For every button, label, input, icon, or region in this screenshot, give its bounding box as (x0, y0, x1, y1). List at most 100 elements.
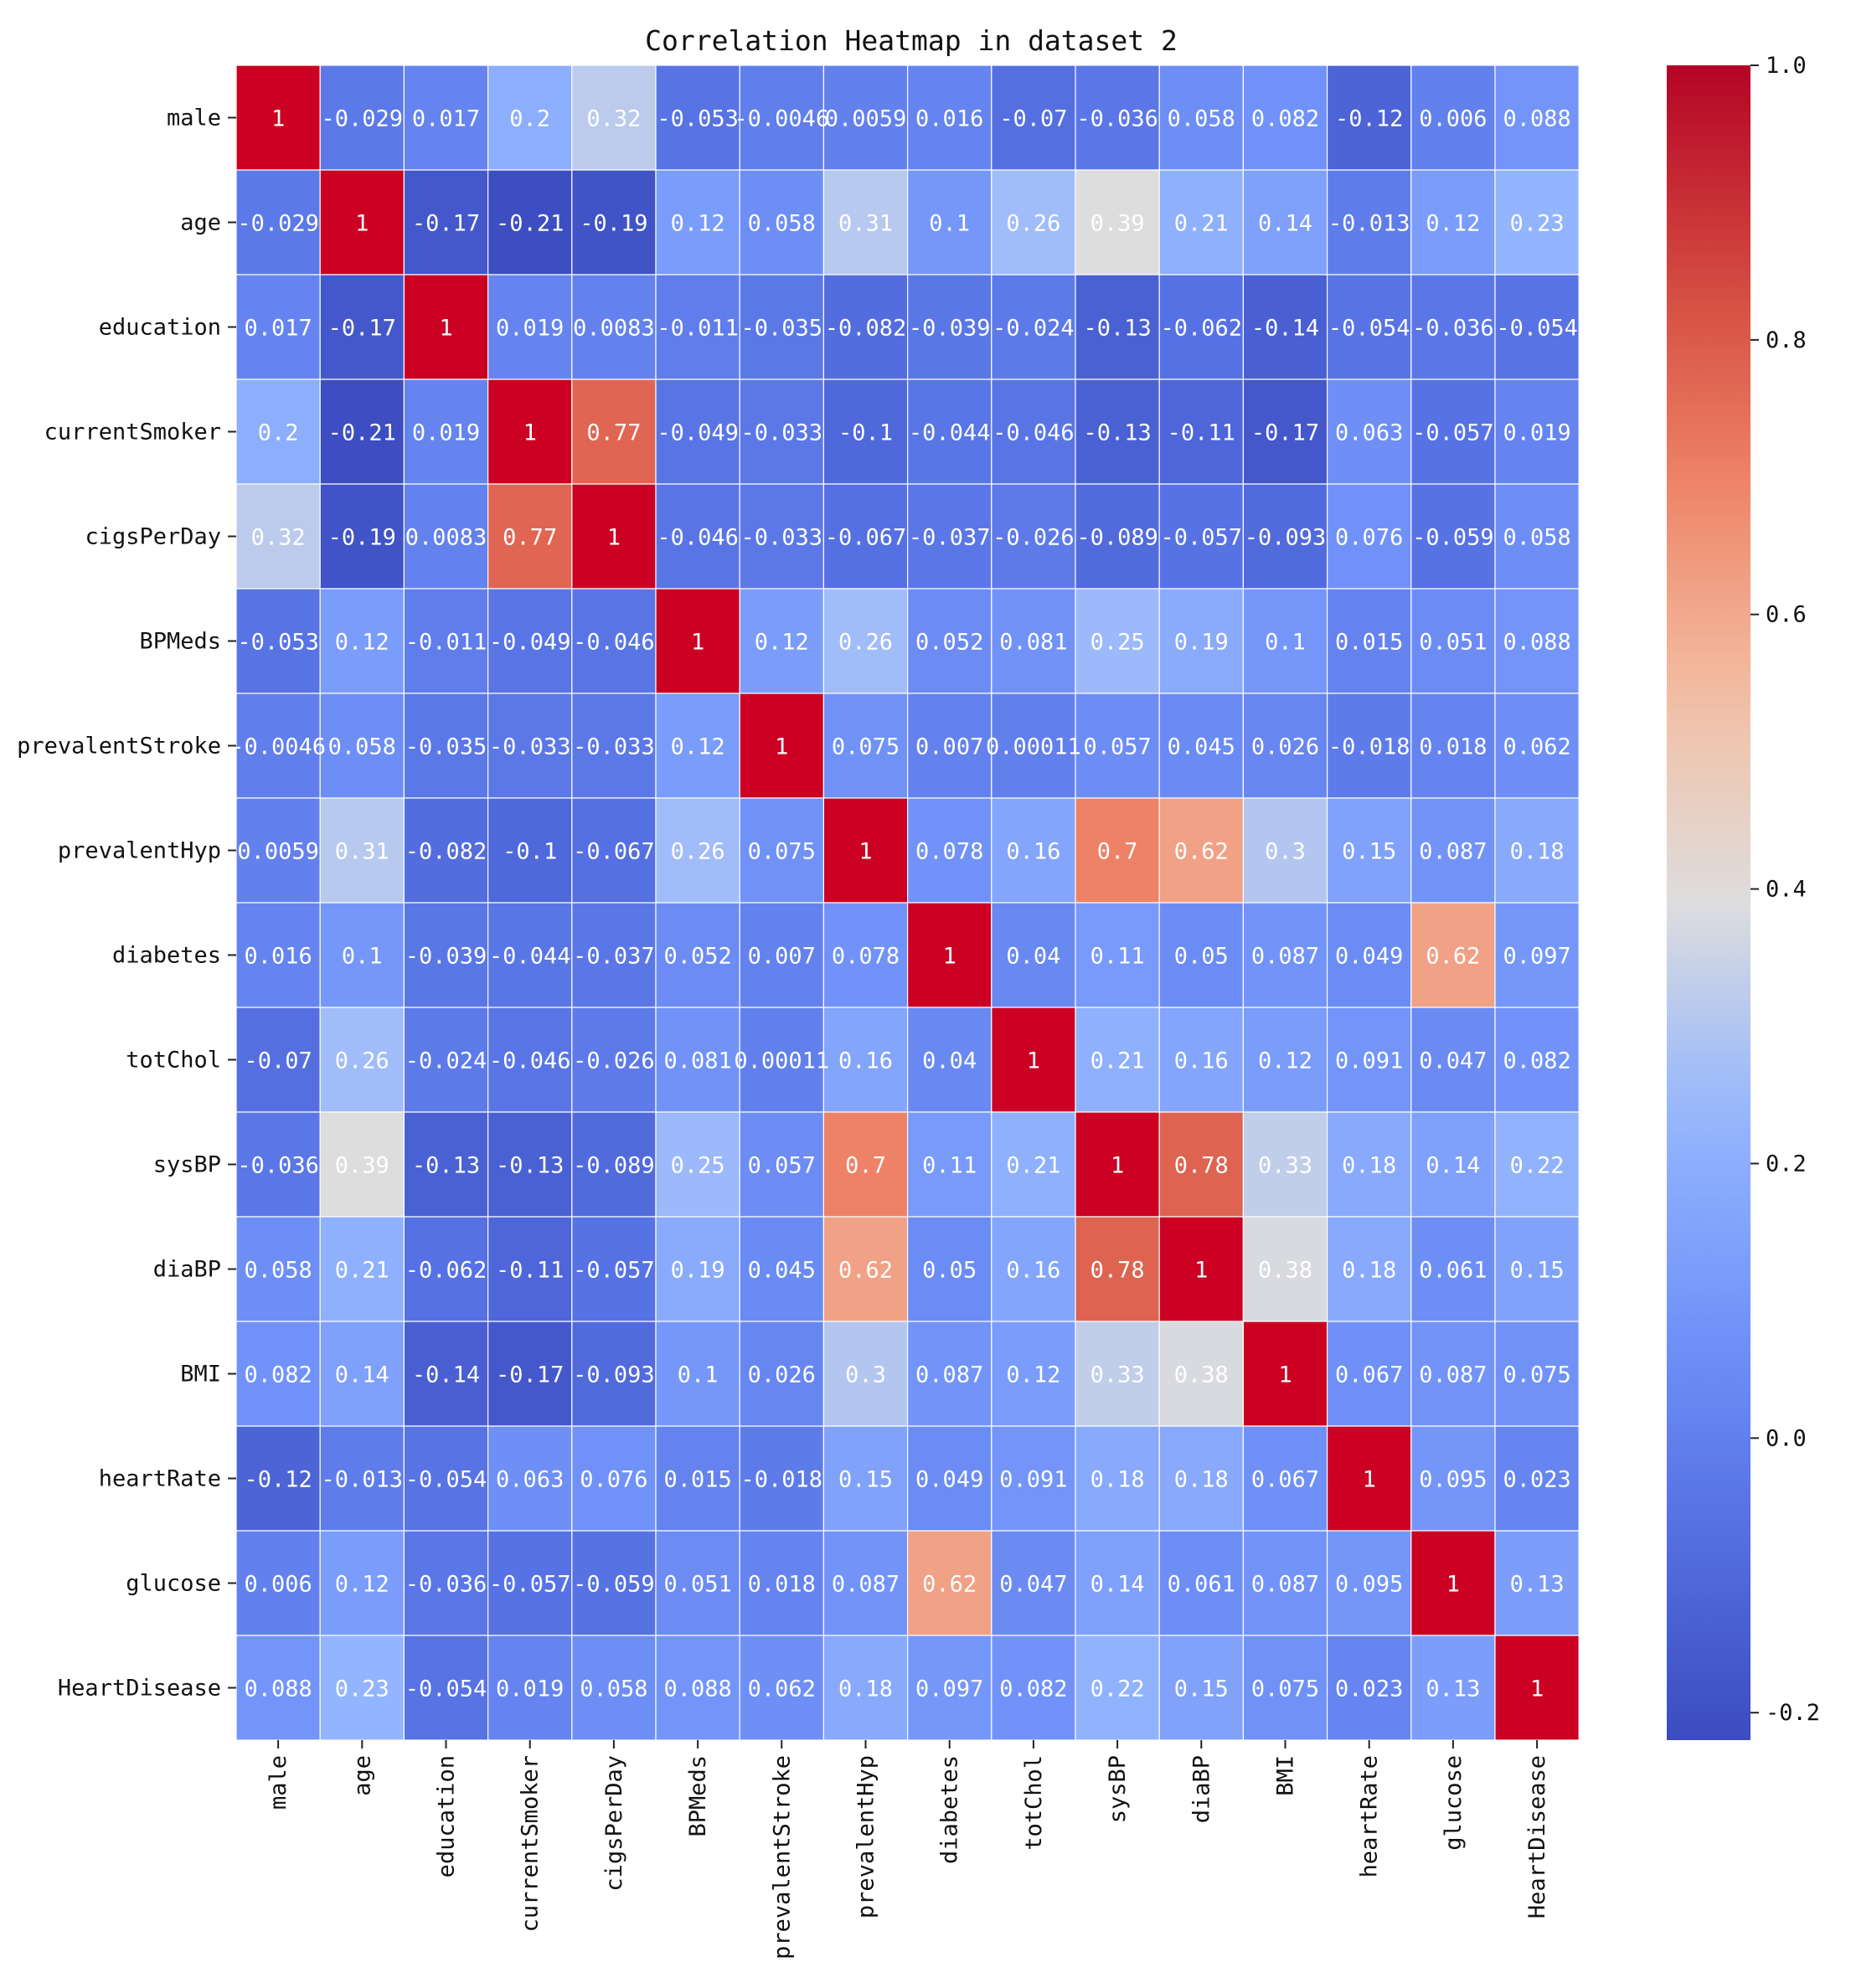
cell-value-label: 1 (1363, 1467, 1376, 1493)
cell-value-label: 0.026 (748, 1362, 816, 1388)
cell-value-label: 0.15 (1174, 1676, 1229, 1702)
cell-value-label: -0.053 (237, 630, 319, 656)
cell-value-label: 0.12 (755, 630, 809, 656)
cell-value-label: -0.21 (328, 420, 396, 446)
cell-value-label: 0.1 (342, 944, 383, 970)
cell-value-label: 0.15 (1342, 839, 1396, 865)
cell-value-label: 0.2 (258, 420, 299, 446)
cell-value-label: -0.067 (825, 525, 907, 551)
heatmap-cell-education-prevalentHyp (822, 274, 909, 380)
heatmap-cell-male-BMI (1242, 64, 1328, 171)
heatmap-cell-glucose-cigsPerDay (571, 1530, 657, 1636)
heatmap-cell-diabetes-BMI (1242, 902, 1328, 1008)
heatmap-cell-diabetes-education (403, 902, 489, 1008)
heatmap-cell-BMI-prevalentStroke (739, 1321, 825, 1427)
x-tick-label-cigsPerDay: cigsPerDay (601, 1755, 627, 1892)
y-tick-label-HeartDisease: HeartDisease (58, 1676, 221, 1702)
heatmap-cell-male-currentSmoker (487, 64, 573, 171)
cell-value-label: -0.011 (405, 630, 487, 656)
heatmap-cell-BMI-cigsPerDay (571, 1321, 657, 1427)
heatmap-cell-totChol-male (235, 1007, 321, 1113)
heatmap-cell-male-glucose (1410, 64, 1496, 171)
cell-value-label: 0.016 (915, 106, 983, 132)
cell-value-label: 0.14 (1090, 1572, 1145, 1598)
cell-value-label: 0.39 (1090, 211, 1145, 237)
heatmap-cell-BPMeds-age (319, 588, 405, 694)
chart-title: Correlation Heatmap in dataset 2 (645, 24, 1178, 57)
heatmap-cell-age-diabetes (906, 169, 993, 276)
cell-value-label: -0.024 (993, 316, 1075, 342)
heatmap-cell-cigsPerDay-HeartDisease (1494, 483, 1580, 590)
cell-value-label: 1 (271, 106, 285, 132)
colorbar-tick-label: 0.2 (1766, 1151, 1807, 1177)
heatmap-cell-prevalentStroke-totChol (991, 693, 1076, 799)
cell-value-label: 0.13 (1426, 1676, 1480, 1702)
cell-value-label: 0.16 (1006, 1258, 1060, 1284)
cell-value-label: 0.058 (1503, 525, 1570, 551)
cell-value-label: -0.089 (1076, 525, 1158, 551)
cell-value-label: -0.11 (1168, 420, 1235, 446)
heatmap-cell-education-currentSmoker (487, 274, 573, 380)
heatmap-cell-sysBP-age (319, 1111, 405, 1218)
heatmap-cell-prevalentStroke-heartRate (1326, 693, 1412, 799)
cell-value-label: 0.007 (748, 944, 816, 970)
cell-value-label: -0.14 (412, 1362, 480, 1388)
cell-value-label: 1 (691, 630, 704, 656)
cell-value-label: 0.25 (671, 1153, 725, 1179)
cell-value-label: 0.12 (1006, 1362, 1060, 1388)
cell-value-label: 0.091 (999, 1467, 1067, 1493)
heatmap-cell-cigsPerDay-age (319, 483, 405, 590)
cell-value-label: 0.12 (335, 630, 389, 656)
cell-value-label: 0.78 (1174, 1153, 1229, 1179)
heatmap-cell-male-BPMeds (655, 64, 740, 171)
cell-value-label: 1 (1111, 1153, 1124, 1179)
heatmap-cell-BPMeds-diabetes (906, 588, 993, 694)
cell-value-label: -0.067 (573, 839, 655, 865)
heatmap-cell-BPMeds-prevalentHyp (822, 588, 909, 694)
cell-value-label: -0.13 (496, 1153, 564, 1179)
heatmap-cell-age-currentSmoker (487, 169, 573, 276)
cell-value-label: 0.067 (1251, 1467, 1319, 1493)
cell-value-label: 0.076 (1335, 525, 1403, 551)
cell-value-label: -0.054 (1496, 316, 1578, 342)
heatmap-cell-currentSmoker-education (403, 379, 489, 485)
heatmap-cell-BPMeds-BPMeds (655, 588, 740, 694)
heatmap-cell-totChol-heartRate (1326, 1007, 1412, 1113)
heatmap-cell-diaBP-glucose (1410, 1216, 1496, 1322)
heatmap-cell-prevalentStroke-age (319, 693, 405, 799)
cell-value-label: 0.075 (1503, 1362, 1570, 1388)
cell-value-label: 0.18 (1342, 1153, 1396, 1179)
heatmap-cell-HeartDisease-sysBP (1075, 1635, 1160, 1741)
heatmap-cell-BPMeds-diaBP (1158, 588, 1244, 694)
cell-value-label: 0.051 (1419, 630, 1487, 656)
cell-value-label: 0.063 (496, 1467, 564, 1493)
heatmap-cell-cigsPerDay-totChol (991, 483, 1076, 590)
heatmap-cell-cigsPerDay-diabetes (906, 483, 993, 590)
cell-value-label: -0.059 (1412, 525, 1494, 551)
cell-value-label: 0.047 (999, 1572, 1067, 1598)
cell-value-label: 1 (943, 944, 956, 970)
cell-value-label: 0.088 (663, 1676, 731, 1702)
cell-value-label: 0.052 (915, 630, 983, 656)
cell-value-label: -0.054 (405, 1467, 487, 1493)
heatmap-cell-male-heartRate (1326, 64, 1412, 171)
heatmap-cell-sysBP-BPMeds (655, 1111, 740, 1218)
cell-value-label: -0.19 (580, 211, 647, 237)
heatmap-cell-cigsPerDay-currentSmoker (487, 483, 573, 590)
heatmap-cell-diaBP-BPMeds (655, 1216, 740, 1322)
cell-value-label: 0.22 (1090, 1676, 1145, 1702)
cell-value-label: 0.087 (1251, 1572, 1319, 1598)
cell-value-label: 0.087 (1251, 944, 1319, 970)
cell-value-label: 0.05 (922, 1258, 977, 1284)
heatmap-cell-BMI-male (235, 1321, 321, 1427)
heatmap-cell-education-prevalentStroke (739, 274, 825, 380)
cell-value-label: 1 (439, 316, 452, 342)
cell-value-label: 0.061 (1419, 1258, 1487, 1284)
heatmap-cell-prevalentHyp-diaBP (1158, 797, 1244, 904)
heatmap-cell-diabetes-prevalentStroke (739, 902, 825, 1008)
cell-value-label: 0.33 (1258, 1153, 1312, 1179)
cell-value-label: -0.029 (322, 106, 404, 132)
heatmap-cell-heartRate-HeartDisease (1494, 1425, 1580, 1532)
cell-value-label: 0.017 (244, 316, 312, 342)
